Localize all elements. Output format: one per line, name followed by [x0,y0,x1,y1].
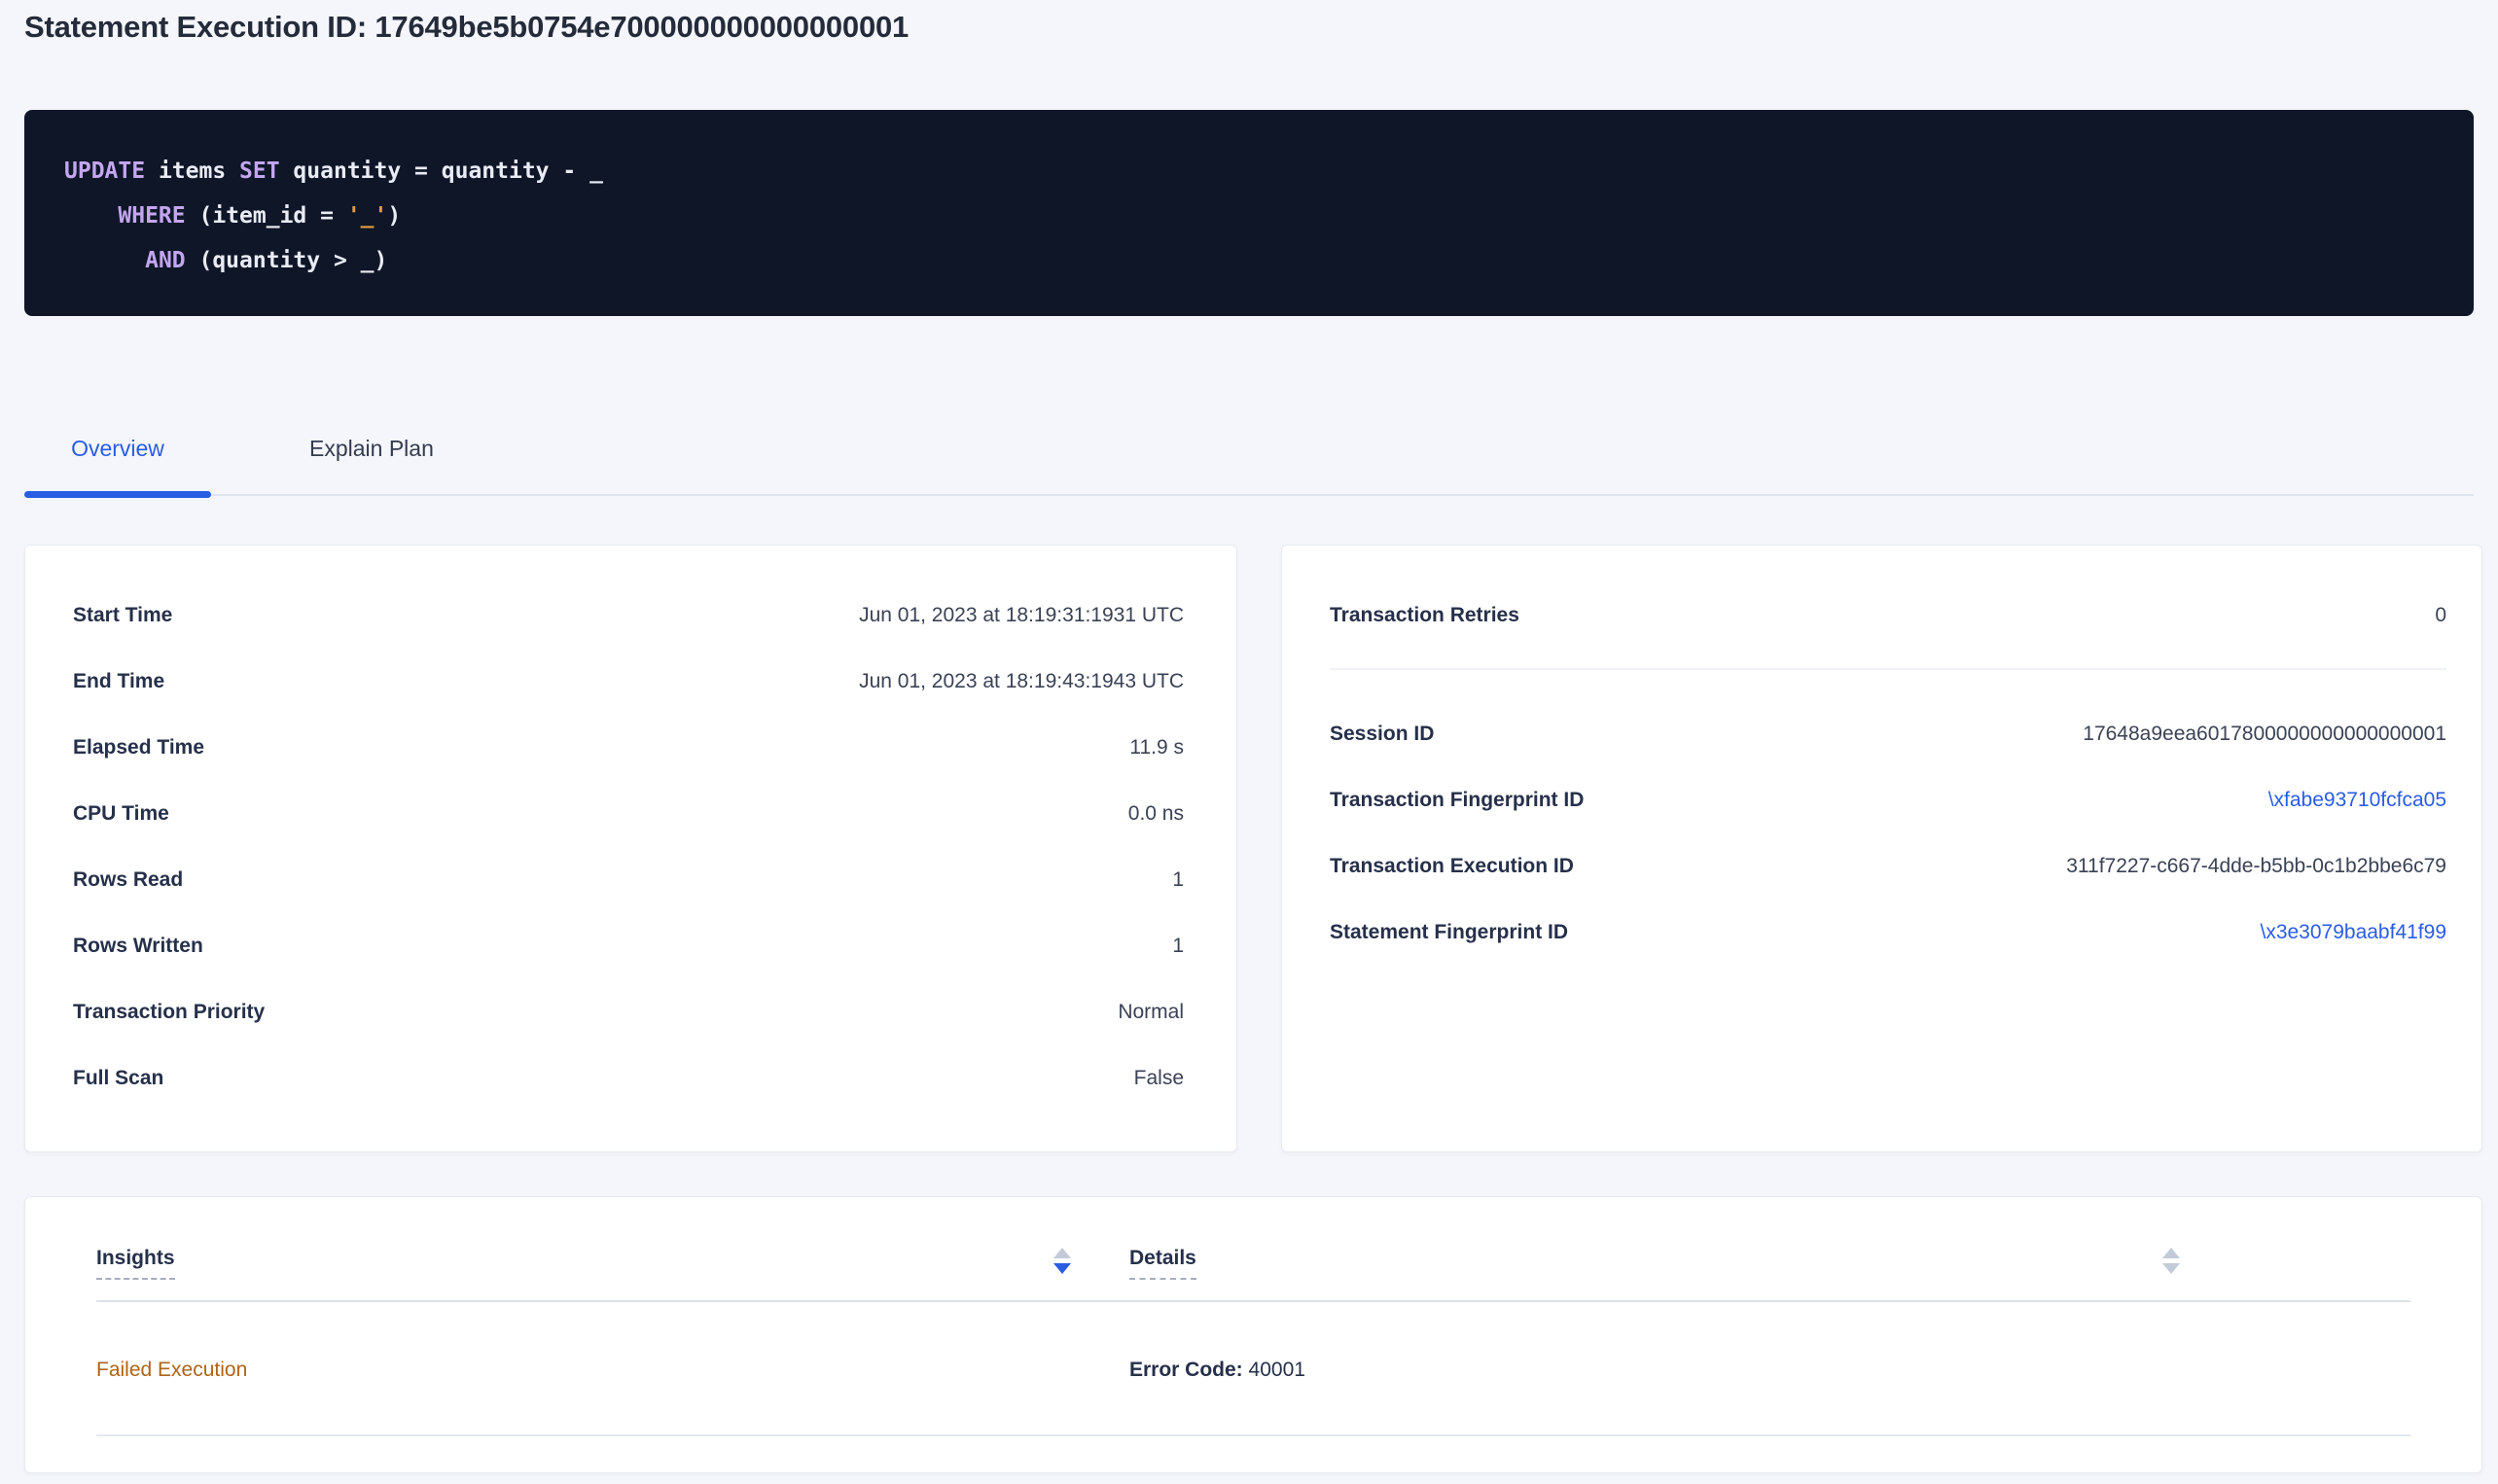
stat-label: Rows Read [73,868,184,891]
overview-stats-card: Start Time Jun 01, 2023 at 18:19:31:1931 … [24,545,1237,1152]
stat-label: Start Time [73,604,173,626]
sql-line: UPDATE items SET quantity = quantity - _ [64,149,2444,194]
sql-line: AND (quantity > _) [64,238,2444,283]
sql-token [64,203,118,229]
tab-overview[interactable]: Overview [24,418,211,498]
stat-label: Session ID [1330,723,1435,745]
sort-asc-arrow-icon [1053,1247,1071,1258]
overview-stats-rows: Start Time Jun 01, 2023 at 18:19:31:1931 … [73,583,1184,1112]
stat-row: CPU Time 0.0 ns [73,781,1184,847]
stat-value: 11.9 s [1129,736,1184,759]
stat-label: Statement Fingerprint ID [1330,921,1569,943]
sql-token: '_' [346,203,388,229]
tab-overview-label: Overview [71,436,164,461]
transaction-id-rows: Session ID 17648a9eea60178000000000000000… [1330,701,2446,966]
error-code-value: 40001 [1248,1359,1305,1381]
error-code-label: Error Code: [1129,1359,1243,1381]
stat-row: Transaction Priority Normal [73,979,1184,1045]
sort-icon-details[interactable] [2162,1247,2180,1274]
stat-value: Jun 01, 2023 at 18:19:43:1943 UTC [859,670,1184,692]
sql-token [64,248,145,273]
stat-label: Transaction Priority [73,1001,266,1023]
sql-token: items [145,159,240,184]
stat-value: 0 [2435,604,2446,626]
stat-row: Transaction Execution ID 311f7227-c667-4d… [1330,833,2446,900]
stat-row: Full Scan False [73,1045,1184,1112]
tab-explain-plan[interactable]: Explain Plan [277,418,466,496]
insights-column: Insights [96,1247,1071,1280]
stat-label: End Time [73,670,165,692]
insight-details-cell: Error Code: 40001 [1129,1359,2180,1382]
stat-row: Start Time Jun 01, 2023 at 18:19:31:1931 … [73,583,1184,649]
stat-value: False [1133,1067,1184,1089]
stat-label: Elapsed Time [73,736,205,759]
sql-token: (item_id = [185,203,347,229]
details-column: Details [1129,1247,2180,1280]
insight-type-cell: Failed Execution [96,1359,248,1381]
sql-token: UPDATE [64,159,146,184]
sql-token: quantity = quantity - _ [279,159,603,184]
sql-statement-box: UPDATE items SET quantity = quantity - _… [24,110,2474,316]
insights-table-row: Failed Execution Error Code: 40001 [96,1302,2410,1436]
stat-value: 17648a9eea6017800000000000000001 [2083,723,2446,745]
stat-row: Rows Written 1 [73,913,1184,979]
tab-explain-plan-label: Explain Plan [309,436,434,461]
sql-line: WHERE (item_id = '_') [64,194,2444,238]
sort-asc-arrow-icon [2162,1247,2180,1258]
transaction-retries-row: Transaction Retries 0 [1330,583,2446,649]
sort-desc-arrow-icon [2162,1262,2180,1274]
stat-value: 311f7227-c667-4dde-b5bb-0c1b2bbe6c79 [2066,855,2446,877]
stat-label: Transaction Fingerprint ID [1330,789,1585,811]
stat-label: CPU Time [73,802,169,825]
sql-token: AND [145,248,186,273]
sort-desc-arrow-icon [1053,1262,1071,1274]
stat-value: 1 [1172,935,1184,957]
card-divider [1330,668,2446,670]
sort-icon-insights[interactable] [1053,1247,1071,1274]
stat-value-link[interactable]: \x3e3079baabf41f99 [2260,921,2446,943]
insights-table-header: Insights Details [96,1197,2410,1302]
stat-value: 1 [1172,868,1184,891]
details-column-header[interactable]: Details [1129,1247,1196,1280]
sql-token: WHERE [118,203,186,229]
sql-token: SET [239,159,280,184]
sql-token: (quantity > _) [185,248,388,273]
stat-label: Transaction Execution ID [1330,855,1574,877]
stat-label: Rows Written [73,935,203,957]
page-title: Statement Execution ID: 17649be5b0754e70… [24,10,910,44]
stat-value: 0.0 ns [1127,802,1184,825]
stat-row: Session ID 17648a9eea60178000000000000000… [1330,701,2446,767]
transaction-stats-card: Transaction Retries 0 Session ID 17648a9e… [1281,545,2482,1152]
stat-row: Rows Read 1 [73,847,1184,913]
stat-row: Transaction Fingerprint ID \xfabe93710fcf… [1330,767,2446,833]
tab-bar: Overview Explain Plan [24,418,2474,498]
stat-value: Jun 01, 2023 at 18:19:31:1931 UTC [859,604,1184,626]
stat-value: Normal [1118,1001,1184,1023]
sql-token: ) [387,203,402,229]
insights-column-header[interactable]: Insights [96,1247,175,1280]
insights-table-card: Insights Details Failed Execution Error … [24,1196,2482,1473]
stat-row: Statement Fingerprint ID \x3e3079baabf41f… [1330,900,2446,966]
stat-value-link[interactable]: \xfabe93710fcfca05 [2267,789,2446,811]
stat-label: Full Scan [73,1067,164,1089]
stat-label: Transaction Retries [1330,604,1519,626]
stat-row: Elapsed Time 11.9 s [73,715,1184,781]
sql-code: UPDATE items SET quantity = quantity - _… [64,149,2444,283]
stat-row: End Time Jun 01, 2023 at 18:19:43:1943 UT… [73,649,1184,715]
